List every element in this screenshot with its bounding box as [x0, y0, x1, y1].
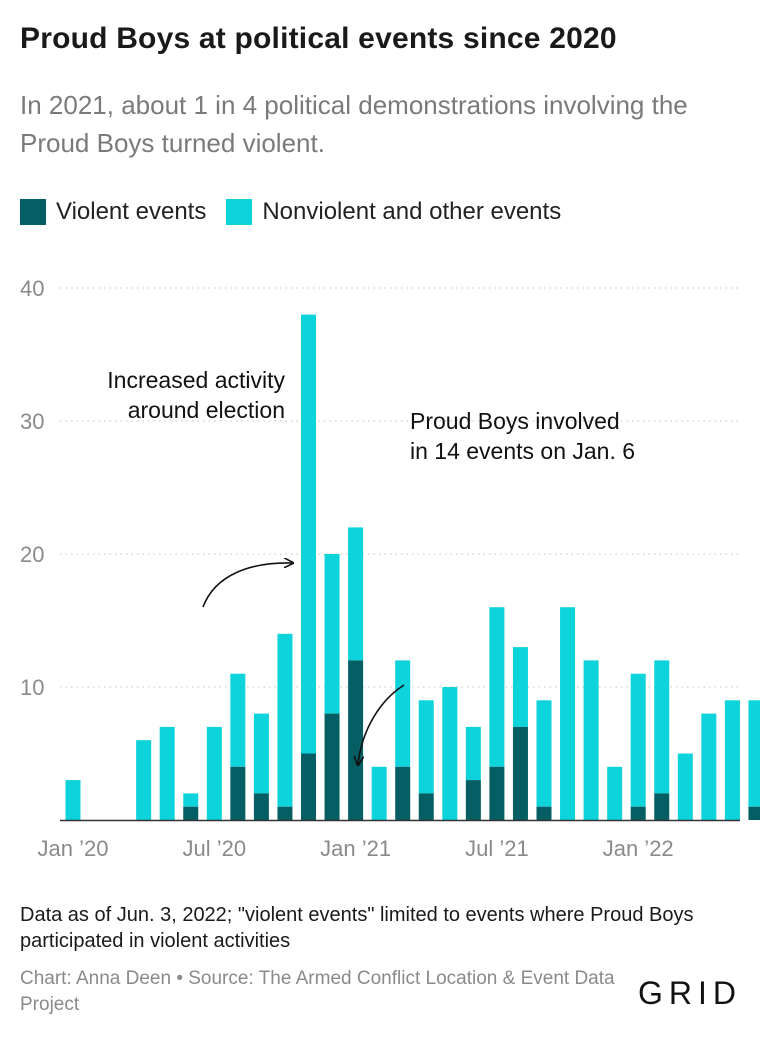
bar-violent	[512, 726, 528, 820]
bar-nonviolent	[277, 633, 293, 807]
annotation-line: Increased activity	[107, 367, 285, 393]
footnote: Data as of Jun. 3, 2022; "violent events…	[20, 904, 694, 952]
bar-nonviolent	[136, 740, 152, 820]
bar-nonviolent	[630, 673, 646, 807]
y-axis-tick-labels: 10 20 30 40	[20, 276, 44, 700]
source-credit: Chart: Anna Deen • Source: The Armed Con…	[20, 968, 615, 1015]
bar-nonviolent	[512, 647, 528, 727]
annotation-line: Proud Boys involved	[410, 408, 620, 434]
legend: Violent events Nonviolent and other even…	[20, 196, 581, 228]
bar-violent	[630, 806, 646, 820]
bar-violent	[654, 793, 670, 820]
bar-nonviolent	[230, 673, 246, 767]
annotation-line: in 14 events on Jan. 6	[410, 438, 635, 464]
bar-nonviolent	[465, 726, 481, 781]
bar-nonviolent	[65, 780, 81, 820]
x-tick-label: Jan ’22	[603, 836, 674, 861]
legend-swatch-violent	[20, 199, 46, 225]
bar-nonviolent	[489, 607, 505, 767]
bar-nonviolent	[677, 753, 693, 820]
legend-swatch-nonviolent	[226, 199, 253, 225]
bar-nonviolent	[560, 607, 576, 820]
x-tick-label: Jan ’21	[320, 836, 391, 861]
bar-nonviolent	[301, 314, 316, 754]
bar-nonviolent	[395, 660, 411, 767]
chart-title: Proud Boys at political events since 202…	[20, 22, 617, 55]
bar-violent	[253, 793, 269, 820]
bar-violent	[348, 660, 364, 820]
grid-logo-text: GRID	[638, 975, 742, 1011]
bar-nonviolent	[159, 726, 175, 820]
x-tick-label: Jan ’20	[38, 836, 109, 861]
bar-nonviolent	[701, 713, 717, 820]
bar-nonviolent	[183, 793, 199, 807]
bar-violent	[536, 806, 552, 820]
bar-nonviolent	[206, 726, 222, 820]
bar-violent	[324, 713, 340, 820]
bar-nonviolent	[324, 554, 340, 714]
bars	[65, 314, 760, 820]
bar-violent	[183, 806, 199, 820]
bar-violent	[418, 793, 434, 820]
y-tick-label: 20	[20, 542, 44, 567]
y-tick-label: 40	[20, 276, 44, 301]
bar-violent	[465, 780, 481, 820]
annotation-arrow-jan6	[358, 684, 405, 764]
annotation-jan6: Proud Boys involved in 14 events on Jan. …	[410, 408, 635, 464]
gridlines	[60, 287, 740, 688]
bar-violent	[748, 806, 760, 820]
x-axis-tick-labels: Jan ’20 Jul ’20 Jan ’21 Jul ’21 Jan ’22	[38, 836, 674, 861]
bar-nonviolent	[583, 660, 599, 820]
grid-logo: GRID	[638, 975, 742, 1011]
annotation-election: Increased activity around election	[107, 367, 285, 423]
annotation-line: around election	[128, 397, 285, 423]
chart-subtitle: In 2021, about 1 in 4 political demonstr…	[20, 90, 688, 158]
legend-label-nonviolent: Nonviolent and other events	[262, 198, 562, 225]
bar-nonviolent	[654, 660, 670, 794]
bar-nonviolent	[442, 687, 458, 820]
bar-violent	[489, 766, 505, 820]
bar-violent	[277, 806, 293, 820]
legend-item-violent: Violent events	[20, 198, 206, 226]
bar-nonviolent	[418, 700, 434, 794]
bar-violent	[395, 766, 411, 820]
bar-nonviolent	[348, 527, 364, 661]
bar-nonviolent	[253, 713, 269, 794]
x-tick-label: Jul ’20	[183, 836, 247, 861]
bar-violent	[301, 753, 316, 820]
annotation-arrow-election	[202, 563, 292, 608]
bar-nonviolent	[607, 766, 623, 820]
x-tick-label: Jul ’21	[465, 836, 529, 861]
bar-nonviolent	[536, 700, 552, 807]
y-tick-label: 30	[20, 409, 44, 434]
legend-item-nonviolent: Nonviolent and other events	[226, 198, 561, 226]
bar-nonviolent	[724, 700, 740, 820]
y-tick-label: 10	[20, 675, 44, 700]
legend-label-violent: Violent events	[56, 198, 207, 225]
bar-nonviolent	[371, 766, 387, 820]
annotations: Increased activity around election Proud B…	[107, 367, 635, 764]
bar-nonviolent	[748, 700, 760, 807]
bar-violent	[230, 766, 246, 820]
